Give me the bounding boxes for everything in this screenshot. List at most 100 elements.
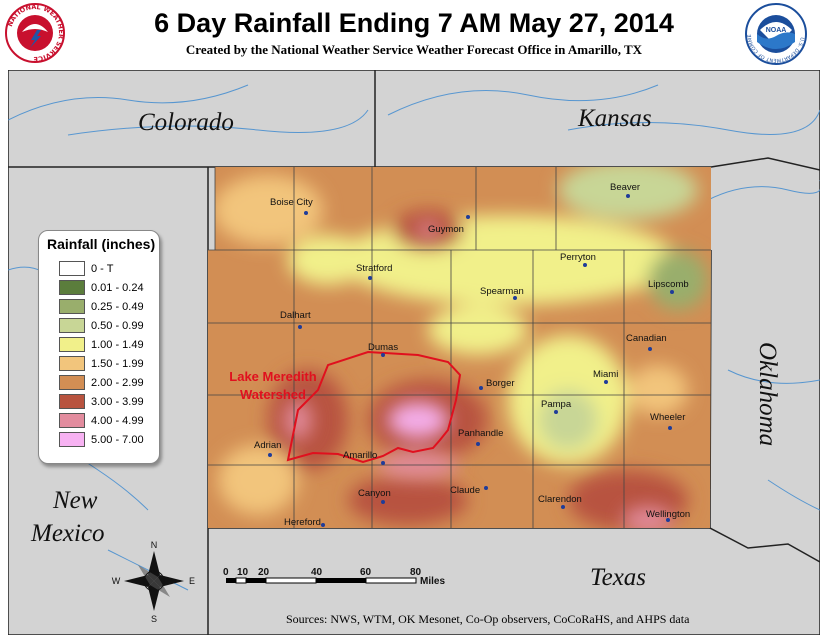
city-wellington: Wellington — [646, 509, 690, 522]
legend-swatch — [59, 280, 85, 295]
svg-text:Wheeler: Wheeler — [650, 412, 685, 423]
legend-swatch — [59, 375, 85, 390]
svg-text:Borger: Borger — [486, 378, 515, 389]
legend-swatch — [59, 356, 85, 371]
city-lipscomb: Lipscomb — [648, 279, 689, 294]
svg-text:Beaver: Beaver — [610, 182, 640, 193]
city-amarillo: Amarillo — [343, 450, 385, 465]
svg-text:Pampa: Pampa — [541, 399, 572, 410]
city-adrian: Adrian — [254, 440, 281, 457]
svg-text:Miami: Miami — [593, 369, 618, 380]
svg-text:Watershed: Watershed — [240, 387, 306, 402]
svg-text:Claude: Claude — [450, 485, 480, 496]
legend-swatch — [59, 261, 85, 276]
legend-item: 4.00 - 4.99 — [59, 412, 144, 429]
svg-text:Lake Meredith: Lake Meredith — [229, 369, 316, 384]
city-perryton: Perryton — [560, 252, 596, 267]
svg-text:Dalhart: Dalhart — [280, 310, 311, 321]
state-label-texas: Texas — [590, 564, 646, 591]
city-claude: Claude — [450, 485, 488, 496]
noaa-logo-text: NOAA — [766, 27, 787, 34]
svg-text:Adrian: Adrian — [254, 440, 281, 451]
state-label-colorado: Colorado — [138, 109, 234, 136]
legend-item: 1.00 - 1.49 — [59, 336, 144, 353]
svg-text:Canadian: Canadian — [626, 333, 667, 344]
svg-text:0: 0 — [223, 567, 229, 578]
svg-text:Boise City: Boise City — [270, 197, 313, 208]
city-clarendon: Clarendon — [538, 494, 582, 509]
svg-text:Stratford: Stratford — [356, 263, 392, 274]
city-borger: Borger — [479, 378, 515, 390]
city-dalhart: Dalhart — [280, 310, 311, 329]
city-miami: Miami — [593, 369, 618, 384]
city-canyon: Canyon — [358, 488, 391, 504]
city-pampa: Pampa — [541, 399, 572, 414]
legend-swatch — [59, 413, 85, 428]
svg-text:80: 80 — [410, 567, 422, 578]
watershed-label: Lake Meredith Watershed — [229, 369, 316, 402]
svg-text:Miles: Miles — [420, 576, 445, 587]
city-hereford: Hereford — [284, 517, 325, 528]
map-subtitle: Created by the National Weather Service … — [185, 42, 643, 57]
legend-swatch — [59, 432, 85, 447]
cities: Boise City Guymon Beaver Stratford Perry… — [254, 182, 690, 528]
legend-swatch — [59, 318, 85, 333]
svg-text:10: 10 — [237, 567, 249, 578]
svg-text:20: 20 — [258, 567, 270, 578]
sources-note: Sources: NWS, WTM, OK Mesonet, Co-Op obs… — [286, 612, 690, 626]
svg-text:Perryton: Perryton — [560, 252, 596, 263]
rainfall-legend: Rainfall (inches) 0 - T 0.01 - 0.24 0.25… — [38, 230, 160, 464]
city-panhandle: Panhandle — [458, 428, 503, 446]
svg-text:Clarendon: Clarendon — [538, 494, 582, 505]
svg-text:Canyon: Canyon — [358, 488, 391, 499]
watershed-outline — [286, 350, 462, 464]
svg-text:40: 40 — [311, 567, 323, 578]
svg-text:Hereford: Hereford — [284, 517, 321, 528]
legend-swatch — [59, 394, 85, 409]
legend-item: 2.00 - 2.99 — [59, 374, 144, 391]
compass-s: S — [151, 614, 157, 624]
compass-w: W — [112, 576, 121, 586]
legend-item: 0.25 - 0.49 — [59, 298, 144, 315]
legend-item: 3.00 - 3.99 — [59, 393, 144, 410]
city-canadian: Canadian — [626, 333, 667, 351]
state-label-new-mexico-2: Mexico — [30, 520, 105, 547]
svg-text:Wellington: Wellington — [646, 509, 690, 520]
svg-text:Dumas: Dumas — [368, 342, 398, 353]
legend-item: 0.50 - 0.99 — [59, 317, 144, 334]
map-panel: Boise City Guymon Beaver Stratford Perry… — [8, 70, 820, 635]
svg-text:Lipscomb: Lipscomb — [648, 279, 689, 290]
legend-item: 1.50 - 1.99 — [59, 355, 144, 372]
legend-swatch — [59, 337, 85, 352]
compass-rose: N S E W — [112, 540, 195, 624]
svg-text:Amarillo: Amarillo — [343, 450, 377, 461]
svg-text:60: 60 — [360, 567, 372, 578]
state-label-oklahoma: Oklahoma — [754, 342, 781, 446]
svg-text:Spearman: Spearman — [480, 286, 524, 297]
city-guymon: Guymon — [428, 215, 470, 235]
city-wheeler: Wheeler — [650, 412, 685, 430]
state-label-new-mexico-1: New — [52, 487, 98, 514]
legend-item: 0 - T — [59, 260, 113, 277]
legend-item: 0.01 - 0.24 — [59, 279, 144, 296]
state-label-kansas: Kansas — [577, 105, 652, 132]
legend-title: Rainfall (inches) — [47, 236, 156, 252]
rainfall-field — [208, 167, 711, 528]
map-title: 6 Day Rainfall Ending 7 AM May 27, 2014 — [154, 8, 674, 38]
city-dumas: Dumas — [368, 342, 398, 357]
compass-n: N — [151, 540, 158, 550]
noaa-logo: NOAA U.S. DEPARTMENT OF COMMERCE — [744, 2, 807, 65]
compass-e: E — [189, 576, 195, 586]
city-stratford: Stratford — [356, 263, 392, 280]
city-beaver: Beaver — [610, 182, 640, 198]
svg-text:Panhandle: Panhandle — [458, 428, 503, 439]
svg-text:Guymon: Guymon — [428, 224, 464, 235]
legend-swatch — [59, 299, 85, 314]
city-spearman: Spearman — [480, 286, 524, 300]
city-boise-city: Boise City — [270, 197, 313, 215]
scale-bar: 0 10 20 40 60 80 Miles — [223, 567, 445, 587]
legend-item: 5.00 - 7.00 — [59, 431, 144, 448]
nws-logo: NATIONAL WEATHER SERVICE — [5, 3, 65, 63]
county-lines — [208, 167, 711, 528]
